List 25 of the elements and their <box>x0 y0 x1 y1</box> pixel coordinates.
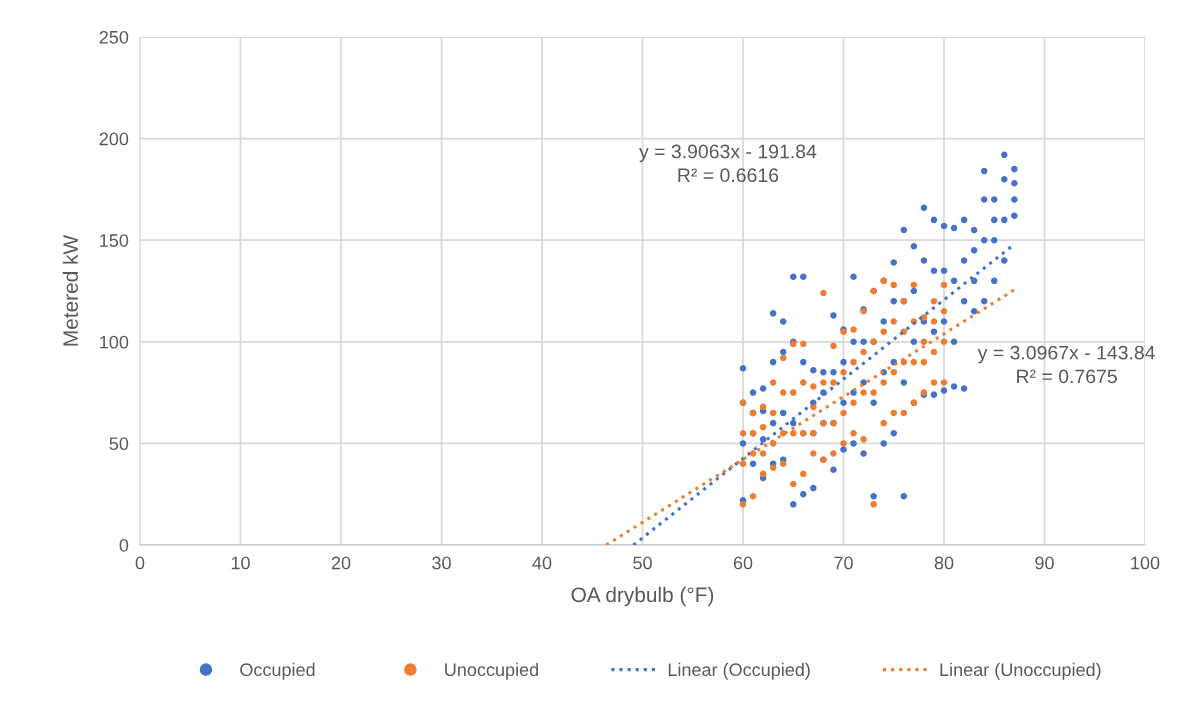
annotation: y = 3.9063x - 191.84 R² = 0.6616 <box>639 144 817 183</box>
legend-label: Occupied <box>240 662 315 680</box>
legend-label: Unoccupied <box>445 662 539 680</box>
x-axis-title: OA drybulb (°F) <box>571 586 714 607</box>
x-tick-label: 100 <box>1131 556 1160 570</box>
y-tick-label: 200 <box>99 132 129 146</box>
y-tick-label: 250 <box>99 30 129 44</box>
annotation: y = 3.0967x - 143.84 R² = 0.7675 <box>977 345 1155 384</box>
x-tick-label: 60 <box>733 556 753 570</box>
x-tick-label: 20 <box>331 556 351 570</box>
legend-label: Linear (Unoccupied) <box>940 662 1101 680</box>
x-tick-label: 40 <box>532 556 552 570</box>
y-tick-label: 100 <box>100 335 129 349</box>
x-tick-label: 50 <box>633 556 652 570</box>
y-axis-title: Metered kW <box>62 234 78 346</box>
x-tick-label: 90 <box>1035 556 1054 570</box>
y-tick-label: 150 <box>100 234 129 247</box>
x-tick-label: 10 <box>231 556 250 570</box>
legend-label: Linear (Occupied) <box>668 662 810 680</box>
x-tick-label: 70 <box>834 556 853 570</box>
y-tick-label: 0 <box>119 538 129 552</box>
x-tick-label: 0 <box>135 556 145 570</box>
y-tick-label: 50 <box>109 437 129 451</box>
x-tick-label: 30 <box>432 556 451 570</box>
x-tick-label: 80 <box>934 556 954 570</box>
